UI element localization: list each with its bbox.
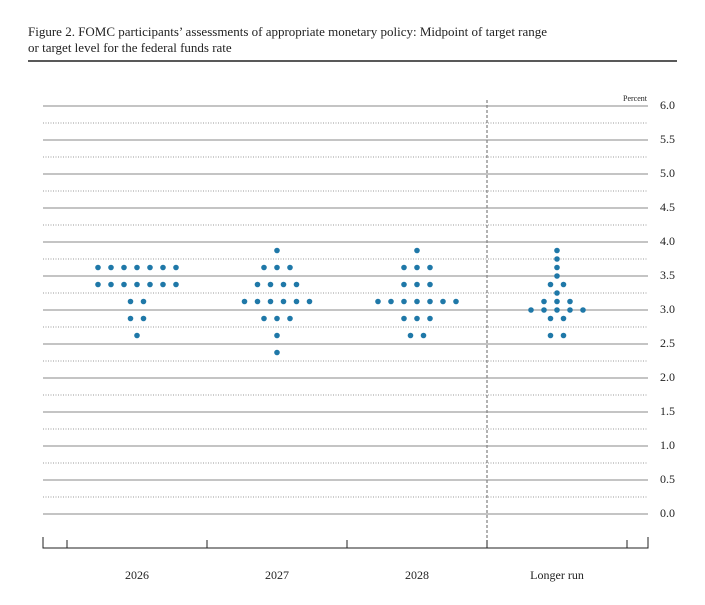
dot bbox=[554, 298, 560, 305]
dot bbox=[134, 281, 140, 288]
dot bbox=[580, 307, 586, 313]
dot bbox=[554, 307, 560, 313]
dot bbox=[127, 298, 134, 305]
dot bbox=[274, 264, 280, 271]
dot bbox=[95, 281, 101, 288]
dot bbox=[440, 298, 446, 305]
y-tick-label: 5.0 bbox=[660, 166, 675, 180]
y-tick-label: 6.0 bbox=[660, 98, 675, 112]
dot bbox=[274, 315, 280, 322]
dot bbox=[261, 264, 267, 271]
dot bbox=[554, 264, 560, 271]
dot bbox=[254, 281, 261, 288]
y-axis-label: Percent bbox=[623, 94, 648, 103]
dot bbox=[280, 298, 287, 305]
dot bbox=[160, 281, 166, 288]
dot bbox=[427, 315, 433, 322]
dot bbox=[127, 315, 134, 322]
y-tick-label: 2.0 bbox=[660, 370, 675, 384]
y-tick-label: 3.0 bbox=[660, 302, 675, 316]
dot bbox=[287, 264, 293, 271]
x-tick-label: 2027 bbox=[265, 568, 289, 582]
dot bbox=[560, 315, 567, 322]
y-tick-label: 1.0 bbox=[660, 438, 675, 452]
dot bbox=[280, 281, 287, 288]
dot bbox=[267, 298, 274, 305]
dot bbox=[554, 256, 560, 262]
dot bbox=[414, 298, 420, 305]
dot bbox=[388, 298, 394, 305]
dot bbox=[547, 332, 554, 339]
dot bbox=[414, 264, 420, 271]
chart-title: Figure 2. FOMC participants’ assessments… bbox=[28, 24, 547, 39]
dot bbox=[293, 298, 300, 305]
dot bbox=[108, 264, 114, 271]
dot bbox=[293, 281, 300, 288]
y-tick-label: 3.5 bbox=[660, 268, 675, 282]
dot bbox=[401, 281, 407, 288]
dot bbox=[554, 273, 560, 279]
dot bbox=[427, 298, 433, 305]
dot bbox=[306, 298, 313, 305]
y-tick-label: 1.5 bbox=[660, 404, 675, 418]
dot bbox=[267, 281, 274, 288]
dot bbox=[554, 290, 560, 296]
dot bbox=[274, 247, 280, 254]
y-tick-label: 5.5 bbox=[660, 132, 675, 146]
dot bbox=[108, 281, 114, 288]
y-tick-label: 2.5 bbox=[660, 336, 675, 350]
dot bbox=[121, 264, 127, 271]
dot bbox=[274, 332, 280, 339]
dot bbox=[560, 281, 567, 288]
dot bbox=[567, 307, 573, 313]
y-tick-label: 4.0 bbox=[660, 234, 675, 248]
dot bbox=[427, 264, 433, 271]
dot bbox=[407, 332, 414, 339]
dot bbox=[147, 281, 153, 288]
dot bbox=[134, 332, 140, 339]
dot bbox=[547, 281, 554, 288]
dot bbox=[453, 298, 459, 305]
dot bbox=[173, 281, 179, 288]
dot bbox=[420, 332, 427, 339]
dot bbox=[541, 307, 547, 313]
dot bbox=[261, 315, 267, 322]
dot bbox=[95, 264, 101, 271]
dot bbox=[401, 298, 407, 305]
dot bbox=[401, 315, 407, 322]
dot bbox=[554, 247, 560, 254]
x-axis bbox=[42, 537, 649, 549]
dot bbox=[414, 315, 420, 322]
dot bbox=[401, 264, 407, 271]
chart-title: or target level for the federal funds ra… bbox=[28, 40, 232, 55]
dot bbox=[274, 349, 280, 356]
dot bbox=[241, 298, 248, 305]
dot bbox=[147, 264, 153, 271]
dot bbox=[528, 307, 534, 313]
x-tick-label: 2026 bbox=[125, 568, 149, 582]
dot bbox=[160, 264, 166, 271]
dot bbox=[547, 315, 554, 322]
dot bbox=[375, 298, 381, 305]
x-tick-label: Longer run bbox=[530, 568, 584, 582]
dot bbox=[567, 298, 573, 305]
dot bbox=[414, 247, 420, 254]
dot bbox=[134, 264, 140, 271]
dot bbox=[287, 315, 293, 322]
y-tick-label: 0.5 bbox=[660, 472, 675, 486]
dot bbox=[541, 298, 547, 305]
x-tick-label: 2028 bbox=[405, 568, 429, 582]
dot bbox=[121, 281, 127, 288]
y-tick-label: 0.0 bbox=[660, 506, 675, 520]
dot bbox=[414, 281, 420, 288]
y-tick-label: 4.5 bbox=[660, 200, 675, 214]
dot bbox=[173, 264, 179, 271]
dot bbox=[560, 332, 567, 339]
dot bbox=[254, 298, 261, 305]
dot bbox=[140, 315, 147, 322]
dot bbox=[140, 298, 147, 305]
dot bbox=[427, 281, 433, 288]
